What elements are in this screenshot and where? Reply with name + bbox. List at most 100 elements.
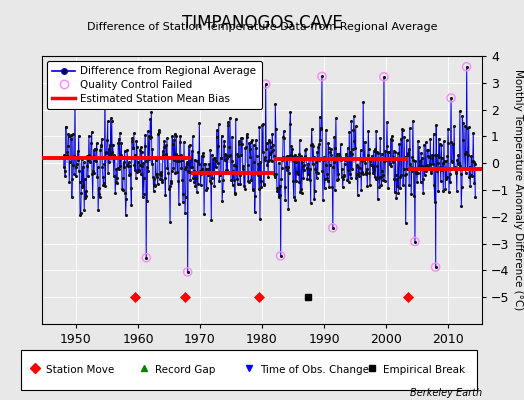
Point [217, 155, 225, 161]
Point [432, 168, 441, 174]
Point [293, 154, 301, 160]
Point [143, 198, 151, 204]
Point [390, 189, 399, 196]
Point [245, 140, 253, 146]
Point [265, 157, 274, 164]
Point [393, 183, 401, 190]
Point [449, 140, 457, 147]
Point [225, 152, 233, 159]
Point [251, 193, 259, 199]
Point [123, 162, 131, 168]
Text: TIMPANOGOS CAVE: TIMPANOGOS CAVE [182, 14, 342, 32]
Point [445, 171, 454, 177]
Point [231, 190, 239, 197]
Point [377, 181, 386, 188]
Point [302, 155, 311, 161]
Point [181, 194, 190, 200]
Point [64, 131, 72, 137]
Point [82, 188, 90, 194]
Point [427, 170, 435, 176]
Point [408, 154, 417, 160]
Point [332, 154, 341, 160]
Point [77, 190, 85, 196]
Point [166, 183, 174, 189]
Point [193, 158, 202, 164]
Point [203, 170, 211, 176]
Point [145, 133, 153, 140]
Point [407, 164, 415, 170]
Point [298, 158, 307, 165]
Point [186, 177, 194, 183]
Text: Station Move: Station Move [46, 365, 114, 375]
Point [350, 113, 358, 120]
Point [423, 147, 431, 153]
Point [129, 145, 137, 151]
Point [329, 164, 337, 170]
Point [64, 133, 73, 139]
Point [379, 172, 387, 179]
Point [85, 152, 94, 158]
Point [104, 146, 113, 152]
Point [114, 139, 123, 146]
Point [63, 143, 72, 149]
Point [335, 151, 344, 158]
Point [83, 162, 91, 169]
Point [269, 142, 277, 148]
Point [471, 161, 479, 168]
Point [428, 152, 436, 158]
Point [385, 157, 394, 163]
Point [230, 176, 238, 183]
Point [259, 182, 268, 188]
Point [208, 152, 216, 158]
Point [433, 152, 441, 158]
Point [171, 150, 180, 157]
Point [450, 165, 458, 171]
Point [442, 176, 451, 182]
Point [334, 171, 342, 177]
Point [149, 188, 158, 194]
Point [467, 153, 475, 159]
Point [450, 123, 458, 129]
Point [106, 115, 115, 121]
Point [284, 205, 292, 212]
Point [439, 188, 447, 194]
Point [260, 154, 269, 161]
Y-axis label: Monthly Temperature Anomaly Difference (°C): Monthly Temperature Anomaly Difference (… [514, 69, 523, 311]
Point [179, 199, 187, 205]
Point [62, 149, 71, 155]
Point [389, 154, 397, 160]
Point [454, 161, 462, 167]
Point [89, 194, 97, 200]
Point [322, 126, 330, 133]
Point [202, 187, 211, 194]
Point [344, 166, 353, 173]
Point [410, 165, 419, 172]
Point [109, 153, 117, 160]
Point [126, 163, 135, 170]
Point [301, 147, 310, 153]
Point [101, 183, 110, 189]
Point [236, 171, 244, 178]
Point [339, 176, 347, 182]
Point [466, 172, 475, 178]
Point [246, 154, 254, 160]
Point [424, 153, 432, 159]
Point [244, 178, 252, 184]
Point [434, 188, 442, 194]
Point [184, 167, 192, 174]
Point [61, 173, 69, 180]
Point [313, 170, 322, 176]
Point [400, 154, 409, 160]
Point [226, 151, 235, 158]
Point [267, 144, 275, 150]
Point [275, 159, 283, 166]
Point [138, 163, 146, 170]
Point [267, 149, 276, 155]
Point [164, 155, 172, 162]
Point [88, 170, 96, 177]
Point [282, 154, 290, 160]
Point [327, 152, 335, 158]
Point [173, 168, 181, 175]
Point [112, 179, 120, 185]
Point [316, 125, 325, 131]
